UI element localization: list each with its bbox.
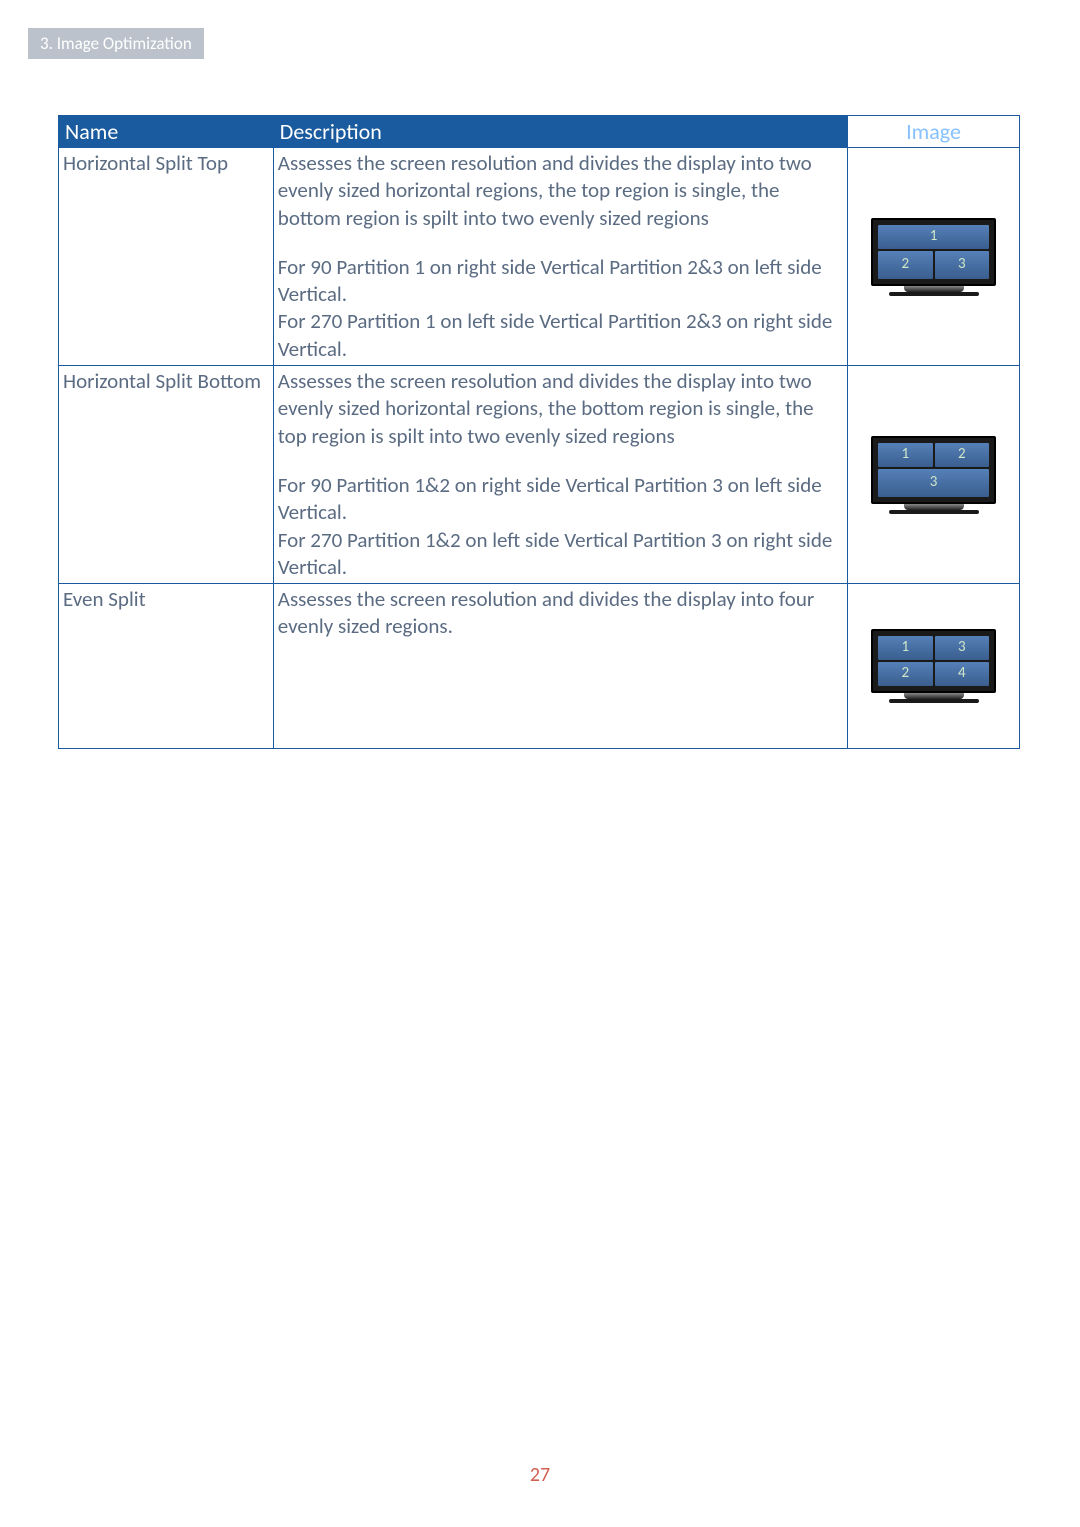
row-name: Horizontal Split Bottom xyxy=(59,366,274,584)
monitor-icon: 1 2 3 xyxy=(871,218,996,296)
row-image: 1 3 2 4 xyxy=(848,584,1020,749)
partition-cell: 3 xyxy=(935,251,990,279)
row-name: Even Split xyxy=(59,584,274,749)
partition-cell: 2 xyxy=(878,662,933,686)
row-description: Assesses the screen resolution and divid… xyxy=(273,148,847,366)
table-row: Horizontal Split Top Assesses the screen… xyxy=(59,148,1020,366)
desc-paragraph: For 270 Partition 1&2 on left side Verti… xyxy=(278,527,843,582)
partition-cell: 1 xyxy=(878,225,989,249)
page-number: 27 xyxy=(0,1463,1080,1487)
monitor-icon: 1 2 3 xyxy=(871,436,996,514)
row-image: 1 2 3 xyxy=(848,148,1020,366)
col-header-name: Name xyxy=(59,116,274,148)
desc-paragraph: Assesses the screen resolution and divid… xyxy=(278,368,843,450)
table-row: Even Split Assesses the screen resolutio… xyxy=(59,584,1020,749)
partition-cell: 4 xyxy=(935,662,990,686)
row-description: Assesses the screen resolution and divid… xyxy=(273,584,847,749)
partition-cell: 2 xyxy=(935,443,990,467)
row-description: Assesses the screen resolution and divid… xyxy=(273,366,847,584)
col-header-description: Description xyxy=(273,116,847,148)
col-header-image: Image xyxy=(848,116,1020,148)
partition-cell: 3 xyxy=(878,469,989,497)
desc-paragraph: For 90 Partition 1&2 on right side Verti… xyxy=(278,472,843,527)
partition-cell: 3 xyxy=(935,636,990,660)
breadcrumb: 3. Image Optimization xyxy=(28,28,204,59)
desc-paragraph: For 270 Partition 1 on left side Vertica… xyxy=(278,308,843,363)
desc-paragraph: Assesses the screen resolution and divid… xyxy=(278,586,843,641)
partition-table: Name Description Image Horizontal Split … xyxy=(58,115,1020,749)
desc-paragraph: Assesses the screen resolution and divid… xyxy=(278,150,843,232)
desc-paragraph: For 90 Partition 1 on right side Vertica… xyxy=(278,254,843,309)
partition-cell: 1 xyxy=(878,636,933,660)
row-name: Horizontal Split Top xyxy=(59,148,274,366)
row-image: 1 2 3 xyxy=(848,366,1020,584)
table-row: Horizontal Split Bottom Assesses the scr… xyxy=(59,366,1020,584)
partition-cell: 1 xyxy=(878,443,933,467)
partition-cell: 2 xyxy=(878,251,933,279)
monitor-icon: 1 3 2 4 xyxy=(871,629,996,703)
table-header-row: Name Description Image xyxy=(59,116,1020,148)
